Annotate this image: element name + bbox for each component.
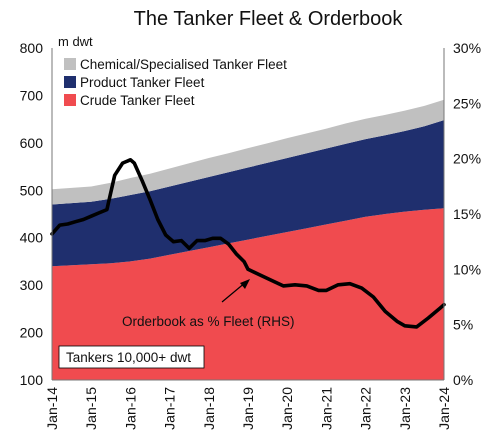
chart-title: The Tanker Fleet & Orderbook: [134, 8, 404, 30]
note-box: [58, 345, 205, 369]
y-left-tick-label: 400: [20, 230, 44, 246]
y-right-tick-label: 15%: [453, 206, 481, 222]
legend-swatch: [64, 76, 76, 88]
note-group: Tankers 10,000+ dwt: [58, 345, 205, 369]
y-left-tick-label: 700: [20, 87, 44, 103]
y-right-tick-label: 25%: [453, 95, 481, 111]
legend: Chemical/Specialised Tanker Fleet Product…: [57, 53, 312, 109]
y-right-tick-label: 30%: [453, 40, 481, 56]
area-crude-tanker-fleet: [52, 208, 444, 380]
annotation-arrow-head: [240, 279, 250, 289]
note-text: Tankers 10,000+ dwt: [66, 350, 191, 365]
y-right-tick-label: 20%: [453, 151, 481, 167]
x-tick-label: Jan-24: [436, 387, 452, 430]
legend-swatch: [64, 94, 76, 106]
legend-swatch: [64, 58, 76, 70]
orderbook-line-layer: [50, 158, 446, 329]
annotation-text: Orderbook as % Fleet (RHS): [122, 314, 295, 329]
y-left-tick-label: 100: [20, 372, 44, 388]
y-right-tick-label: 10%: [453, 261, 481, 277]
y-left-tick-label: 200: [20, 325, 44, 341]
orderbook-line: [50, 158, 446, 329]
legend-label: Chemical/Specialised Tanker Fleet: [80, 57, 287, 72]
y-left-tick-label: 500: [20, 182, 44, 198]
area-chemical-specialised-tanker-fleet: [52, 99, 444, 205]
y-left-tick-label: 800: [20, 40, 44, 56]
x-tick-label: Jan-19: [240, 387, 256, 430]
annotation-group: Orderbook as % Fleet (RHS): [122, 279, 295, 329]
legend-label: Product Tanker Fleet: [80, 75, 205, 90]
x-tick-label: Jan-21: [318, 387, 334, 430]
stacked-areas: [52, 99, 444, 380]
legend-box: [57, 53, 312, 109]
y-right-tick-label: 0%: [453, 372, 473, 388]
x-tick-label: Jan-14: [44, 387, 60, 430]
area-product-tanker-fleet: [52, 120, 444, 267]
left-axis-unit-label: m dwt: [58, 34, 93, 49]
axes: [51, 48, 445, 381]
x-tick-label: Jan-16: [122, 387, 138, 430]
y-right-tick-label: 5%: [453, 317, 473, 333]
x-tick-label: Jan-18: [201, 387, 217, 430]
x-tick-label: Jan-23: [397, 387, 413, 430]
x-tick-label: Jan-15: [83, 387, 99, 430]
x-tick-label: Jan-17: [162, 387, 178, 430]
y-left-tick-label: 600: [20, 135, 44, 151]
tick-labels: 100 200 300 400 500 600 700 800 0% 5% 10% 15% 20% 25%…: [20, 40, 481, 430]
x-tick-label: Jan-22: [358, 387, 374, 430]
x-tick-label: Jan-20: [279, 387, 295, 430]
legend-label: Crude Tanker Fleet: [80, 93, 195, 108]
y-left-tick-label: 300: [20, 277, 44, 293]
